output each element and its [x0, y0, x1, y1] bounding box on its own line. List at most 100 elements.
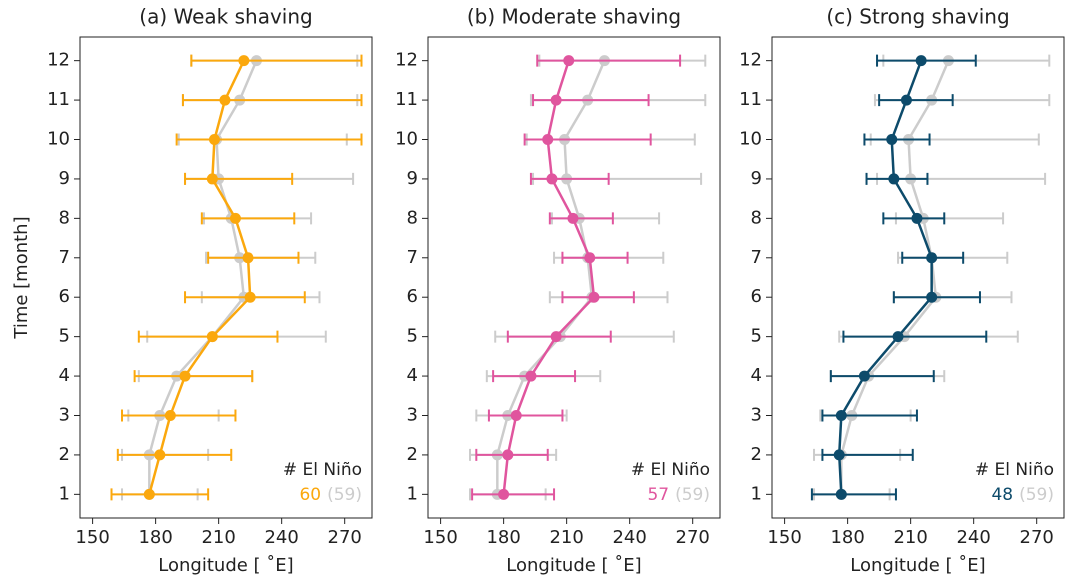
- y-tick-label: 1: [407, 483, 418, 504]
- point: [550, 331, 562, 343]
- y-axis-label: Time [month]: [11, 216, 32, 339]
- error-bar: [548, 212, 614, 225]
- point: [206, 173, 218, 185]
- error-bar: [200, 212, 296, 225]
- point: [164, 409, 176, 421]
- x-tick-label: 270: [328, 527, 362, 548]
- annotation: # El Niño: [283, 460, 362, 480]
- point: [888, 173, 900, 185]
- point: [926, 291, 938, 303]
- x-tick-label: 180: [486, 527, 520, 548]
- y-tick-label: 11: [47, 89, 70, 110]
- x-tick-label: 150: [767, 527, 801, 548]
- point: [911, 212, 923, 224]
- point: [833, 449, 845, 461]
- point: [179, 370, 191, 382]
- y-tick-label: 11: [395, 89, 418, 110]
- y-tick-label: 8: [751, 207, 762, 228]
- y-tick-label: 3: [59, 404, 70, 425]
- x-tick-label: 240: [612, 527, 646, 548]
- error-bar: [842, 330, 988, 343]
- x-axis-label: Longitude [ ˚E]: [850, 555, 985, 576]
- error-bar: [829, 370, 935, 383]
- count: 57: [647, 485, 669, 505]
- point: [542, 134, 554, 146]
- total: (59): [1019, 485, 1054, 505]
- y-tick-label: 3: [751, 404, 762, 425]
- error-bar: [487, 409, 564, 422]
- point: [858, 370, 870, 382]
- point: [510, 409, 522, 421]
- error-bar: [529, 172, 610, 185]
- series-line: [148, 60, 252, 495]
- y-tick-label: 2: [751, 444, 762, 465]
- count: 48: [991, 485, 1013, 505]
- point: [892, 331, 904, 343]
- x-tick-label: 150: [75, 527, 109, 548]
- point: [242, 252, 254, 264]
- point: [238, 55, 250, 67]
- y-tick-label: 12: [47, 50, 70, 71]
- x-axis-label: Longitude [ ˚E]: [506, 555, 641, 576]
- x-tick-label: 210: [201, 527, 235, 548]
- panel-title: (b) Moderate shaving: [467, 5, 681, 29]
- point: [546, 173, 558, 185]
- error-bar: [810, 488, 897, 501]
- error-bar: [175, 133, 363, 146]
- y-tick-label: 2: [407, 444, 418, 465]
- y-tick-label: 1: [751, 483, 762, 504]
- y-tick-label: 8: [59, 207, 70, 228]
- error-bar: [184, 172, 294, 185]
- series-line: [837, 60, 933, 495]
- axes-frame: [771, 36, 1065, 519]
- x-tick-label: 150: [423, 527, 457, 548]
- x-tick-label: 270: [676, 527, 710, 548]
- point: [206, 331, 218, 343]
- y-tick-label: 4: [407, 365, 418, 386]
- y-tick-label: 9: [59, 168, 70, 189]
- annotation: # El Niño: [631, 460, 710, 480]
- y-tick-label: 11: [739, 89, 762, 110]
- x-tick-label: 270: [1020, 527, 1054, 548]
- axes-frame: [427, 36, 721, 519]
- y-tick-label: 8: [407, 207, 418, 228]
- y-tick-label: 10: [739, 129, 762, 150]
- point: [563, 55, 575, 67]
- panel-title: (a) Weak shaving: [139, 5, 312, 29]
- error-bar: [133, 370, 254, 383]
- point: [143, 488, 155, 500]
- y-tick-label: 12: [739, 50, 762, 71]
- count-annotation: 48 (59): [991, 485, 1054, 505]
- point: [915, 55, 927, 67]
- error-bar: [536, 54, 682, 67]
- y-tick-label: 9: [407, 168, 418, 189]
- axes-frame: [79, 36, 373, 519]
- point: [498, 488, 510, 500]
- y-tick-label: 4: [59, 365, 70, 386]
- point: [154, 449, 166, 461]
- x-tick-label: 180: [138, 527, 172, 548]
- point: [229, 212, 241, 224]
- y-tick-label: 1: [59, 483, 70, 504]
- y-tick-label: 9: [751, 168, 762, 189]
- y-tick-label: 3: [407, 404, 418, 425]
- y-tick-label: 7: [59, 247, 70, 268]
- y-tick-label: 7: [751, 247, 762, 268]
- count: 60: [299, 485, 321, 505]
- count-annotation: 60 (59): [299, 485, 362, 505]
- y-tick-label: 12: [395, 50, 418, 71]
- series-line: [496, 60, 606, 495]
- total: (59): [675, 485, 710, 505]
- point: [900, 94, 912, 106]
- total: (59): [327, 485, 362, 505]
- error-bar: [116, 448, 233, 461]
- point: [208, 134, 220, 146]
- point: [926, 252, 938, 264]
- point: [584, 252, 596, 264]
- x-axis-label: Longitude [ ˚E]: [158, 555, 293, 576]
- series-line: [148, 60, 258, 495]
- point: [550, 94, 562, 106]
- point: [567, 212, 579, 224]
- y-tick-label: 2: [59, 444, 70, 465]
- y-tick-label: 5: [751, 326, 762, 347]
